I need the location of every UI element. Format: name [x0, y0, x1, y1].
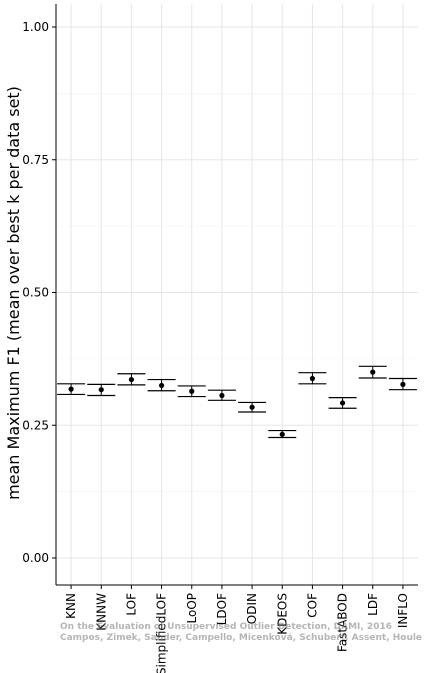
mean-point	[309, 375, 316, 382]
mean-point	[98, 387, 104, 393]
x-tick-label: LOF	[124, 593, 138, 616]
y-tick-label: 0.00	[22, 551, 49, 565]
x-tick-label: FastABOD	[336, 593, 350, 652]
x-tick-label: SimplifiedLOF	[155, 593, 169, 673]
mean-point	[189, 388, 195, 394]
x-tick-label: KDEOS	[275, 593, 289, 635]
mean-point	[219, 392, 225, 399]
mean-point	[400, 381, 406, 387]
x-tick-label: COF	[305, 593, 319, 618]
mean-point	[370, 369, 376, 375]
axes-layer: 0.00 0.25 0.50 0.75 1.00 KNN KNNW LOF Simplified…	[22, 4, 418, 673]
points-layer	[68, 369, 406, 437]
y-tick-label: 1.00	[22, 20, 49, 34]
mean-point	[249, 404, 255, 410]
x-tick-label: KNNW	[94, 593, 108, 631]
x-tick-label: KNN	[64, 593, 78, 619]
error-bars-layer	[57, 365, 417, 439]
grid-layer	[56, 4, 418, 585]
mean-point	[68, 386, 74, 392]
x-tick-label: LoOP	[185, 593, 199, 624]
mean-point	[158, 382, 165, 389]
x-tick-label: INFLO	[396, 593, 410, 628]
y-tick-label: 0.50	[22, 286, 49, 300]
y-tick-label: 0.25	[22, 418, 49, 432]
y-axis-label: mean Maximum F1 (mean over best k per da…	[4, 86, 23, 500]
panel-background	[56, 4, 418, 585]
mean-point	[279, 431, 285, 437]
mean-point	[128, 376, 135, 383]
x-tick-label: LDF	[366, 593, 380, 616]
y-tick-label: 0.75	[22, 153, 49, 167]
mean-point	[339, 400, 346, 406]
x-tick-label: LDOF	[215, 593, 229, 625]
x-tick-label: ODIN	[245, 593, 259, 624]
